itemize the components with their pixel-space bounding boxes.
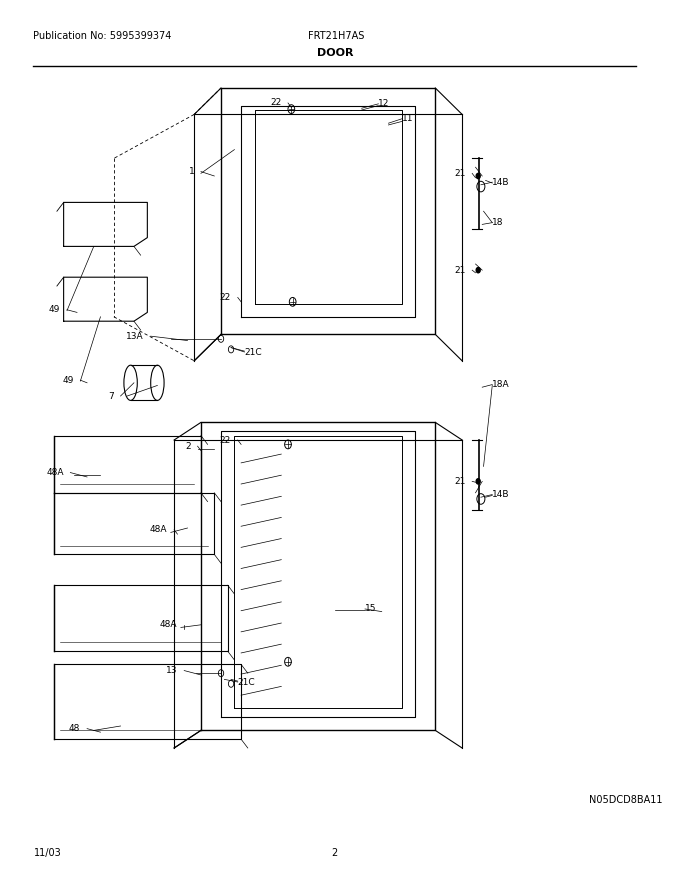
Text: 12: 12: [378, 99, 390, 108]
Text: 21: 21: [454, 477, 466, 486]
Text: N05DCD8BA11: N05DCD8BA11: [590, 796, 663, 805]
Text: 11: 11: [402, 114, 413, 123]
Circle shape: [476, 173, 480, 179]
Circle shape: [476, 268, 480, 273]
Text: 22: 22: [220, 293, 231, 302]
Circle shape: [476, 479, 480, 484]
Text: Publication No: 5995399374: Publication No: 5995399374: [33, 31, 172, 40]
Text: 1: 1: [188, 167, 194, 176]
Text: 11/03: 11/03: [33, 848, 61, 858]
Text: 48A: 48A: [150, 525, 167, 534]
Text: DOOR: DOOR: [317, 48, 353, 58]
Text: 21C: 21C: [244, 348, 262, 356]
Text: 2: 2: [185, 442, 191, 451]
Text: 21C: 21C: [238, 678, 256, 686]
Text: 18A: 18A: [492, 380, 510, 389]
Text: FRT21H7AS: FRT21H7AS: [308, 31, 364, 40]
Text: 21: 21: [454, 266, 466, 275]
Text: 48: 48: [69, 724, 80, 733]
Text: 48A: 48A: [46, 468, 64, 477]
Text: 15: 15: [365, 605, 377, 613]
Text: 22: 22: [270, 99, 282, 107]
Text: 18: 18: [492, 218, 504, 227]
Text: 49: 49: [49, 305, 61, 314]
Text: 49: 49: [63, 376, 73, 385]
Text: 2: 2: [332, 848, 338, 858]
Text: 7: 7: [108, 392, 114, 400]
Text: 13: 13: [166, 666, 177, 675]
Text: 14B: 14B: [492, 490, 510, 499]
Text: 48A: 48A: [160, 620, 177, 629]
Text: 22: 22: [220, 436, 231, 444]
Text: 14B: 14B: [492, 178, 510, 187]
Text: 13A: 13A: [126, 332, 144, 341]
Text: 21: 21: [454, 169, 466, 178]
